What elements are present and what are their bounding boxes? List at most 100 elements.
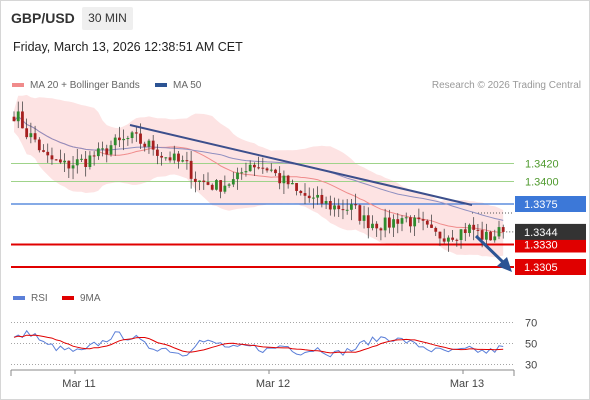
level-label-1.3375: 1.3375 <box>524 199 558 211</box>
candle-body <box>312 197 315 199</box>
candle-body <box>151 140 155 150</box>
legend-rsi-ma: 9MA <box>62 293 101 304</box>
candle-body <box>261 167 265 169</box>
candle-body <box>21 111 24 129</box>
candle-body <box>155 149 159 156</box>
candle-body <box>489 231 492 241</box>
x-tick-label-Mar 11: Mar 11 <box>62 378 95 390</box>
timeframe-button[interactable]: 30 MIN <box>82 7 133 30</box>
level-tag-1.3305 <box>515 259 586 275</box>
candle-body <box>493 236 497 241</box>
candle-body <box>257 167 261 169</box>
rsi-ma-swatch <box>62 296 74 301</box>
candle-body <box>274 169 277 174</box>
candle-body <box>58 159 62 163</box>
legend-ma50-label: MA 50 <box>173 80 202 91</box>
candle-body <box>50 155 54 160</box>
candle-body <box>193 178 197 182</box>
last-price-tag <box>515 223 586 240</box>
candle-body <box>101 148 104 150</box>
candle-body <box>341 209 345 211</box>
candle-body <box>455 239 459 241</box>
candle-body <box>472 224 476 230</box>
forecast-arrowhead <box>497 257 512 272</box>
candle-body <box>248 164 252 172</box>
forecast-arrow <box>474 234 507 266</box>
candle-body <box>84 158 88 167</box>
candle-body <box>71 165 75 169</box>
candle-body <box>265 168 269 171</box>
candle-body <box>206 182 210 185</box>
rsi-ma-line <box>13 334 504 354</box>
candle-body <box>29 133 33 138</box>
candle-body <box>236 172 239 180</box>
symbol-title: GBP/USD <box>11 10 75 26</box>
candle-body <box>324 201 328 204</box>
legend-ma50: MA 50 <box>155 80 201 91</box>
candle-body <box>12 116 16 122</box>
candle-body <box>189 160 193 179</box>
x-tick-label-Mar 12: Mar 12 <box>256 378 290 390</box>
candle-body <box>328 201 332 210</box>
candle-body <box>484 231 488 240</box>
candle-body <box>413 217 417 227</box>
candle-body <box>67 160 71 169</box>
level-label-1.3330: 1.3330 <box>524 240 558 252</box>
candle-body <box>278 173 282 184</box>
candle-body <box>349 204 353 210</box>
candle-body <box>172 153 176 161</box>
candle-body <box>219 180 223 192</box>
candle-body <box>409 217 412 227</box>
candle-body <box>392 219 395 228</box>
candle-body <box>181 160 185 162</box>
legend-rsi: RSI <box>13 293 48 304</box>
candle-body <box>425 220 429 225</box>
candle-body <box>33 133 37 140</box>
candle-body <box>307 195 311 199</box>
candle-body <box>54 159 58 161</box>
candle-body <box>442 238 446 242</box>
candle-body <box>497 227 501 237</box>
candle-body <box>286 175 290 185</box>
candle-body <box>223 185 227 192</box>
candle-body <box>362 215 366 221</box>
candle-body <box>96 148 100 157</box>
candle-body <box>446 237 450 242</box>
candle-body <box>244 171 248 173</box>
candle-body <box>299 190 303 194</box>
candle-body <box>434 227 438 232</box>
candles <box>12 101 505 252</box>
candle-body <box>210 184 214 190</box>
legend-rsi-ma-label: 9MA <box>80 293 101 304</box>
candle-body <box>371 223 374 229</box>
candle-body <box>366 215 370 229</box>
candle-body <box>130 132 134 139</box>
candle-body <box>164 157 168 159</box>
level-label-1.3305: 1.3305 <box>524 262 558 274</box>
rsi-swatch <box>13 296 25 301</box>
candle-body <box>345 209 349 211</box>
candle-body <box>215 180 218 190</box>
candle-body <box>290 183 294 185</box>
candle-body <box>122 138 126 141</box>
candle-body <box>396 219 400 224</box>
candle-body <box>333 205 336 210</box>
legend-ma20: MA 20 + Bollinger Bands <box>12 80 140 91</box>
candle-body <box>354 204 358 206</box>
rsi-tick-30: 30 <box>525 360 537 372</box>
candle-body <box>387 217 391 228</box>
level-label-1.3420: 1.3420 <box>525 159 559 171</box>
candle-body <box>126 138 130 140</box>
candle-body <box>118 137 121 141</box>
candle-body <box>168 157 172 161</box>
candle-body <box>303 193 307 196</box>
candle-body <box>430 224 433 228</box>
candle-body <box>421 219 425 221</box>
level-tag-1.3375 <box>515 196 586 212</box>
candle-body <box>320 194 324 204</box>
candle-body <box>480 230 484 240</box>
candle-body <box>113 137 117 146</box>
candle-body <box>88 155 92 167</box>
candle-body <box>337 205 341 210</box>
